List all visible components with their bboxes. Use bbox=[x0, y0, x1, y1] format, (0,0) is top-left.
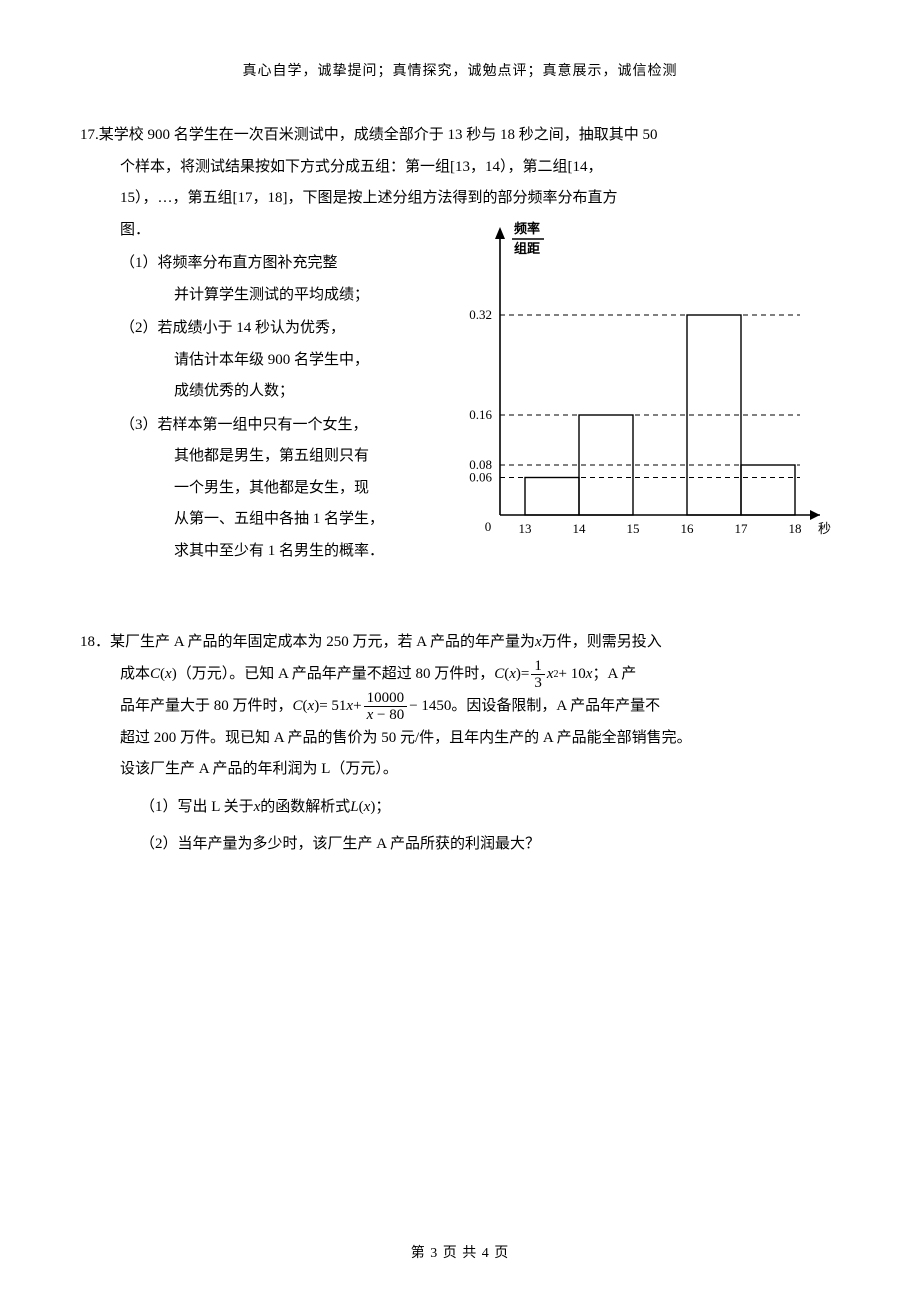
q17-sub3: （3）若样本第一组中只有一个女生， bbox=[120, 410, 430, 442]
svg-text:频率: 频率 bbox=[514, 221, 540, 236]
eq: = bbox=[521, 659, 529, 691]
q17-line: 个样本，将测试结果按如下方式分成五组：第一组[13，14），第二组[14， bbox=[80, 152, 840, 184]
page-footer: 第 3 页 共 4 页 bbox=[0, 1242, 920, 1262]
func-C: C bbox=[494, 659, 504, 691]
histogram-svg: 0.060.080.160.320131415161718秒频率组距 bbox=[440, 215, 840, 555]
var-x: x bbox=[547, 659, 554, 691]
frac-num: 10000 bbox=[364, 691, 408, 706]
q18-sub1-b: 的函数解析式 bbox=[260, 792, 350, 824]
histogram-chart: 0.060.080.160.320131415161718秒频率组距 bbox=[440, 215, 840, 555]
q17-number: 17. bbox=[80, 127, 99, 143]
func-C: C bbox=[293, 691, 303, 723]
svg-text:0.32: 0.32 bbox=[469, 307, 492, 322]
func-L: L bbox=[350, 792, 358, 824]
q18-text: ；A 产 bbox=[592, 659, 636, 691]
q17-sub3-b: 其他都是男生，第五组则只有 bbox=[120, 441, 430, 473]
var-x: x bbox=[535, 627, 542, 659]
svg-text:16: 16 bbox=[681, 521, 695, 536]
q17-sub2: （2）若成绩小于 14 秒认为优秀， bbox=[120, 313, 430, 345]
q18-number: 18． bbox=[80, 627, 110, 659]
svg-text:0.08: 0.08 bbox=[469, 457, 492, 472]
var-x: x bbox=[346, 691, 353, 723]
page-header: 真心自学，诚挚提问；真情探究，诚勉点评；真意展示，诚信检测 bbox=[80, 60, 840, 80]
eq: = 51 bbox=[319, 691, 346, 723]
semicolon: ； bbox=[375, 792, 390, 824]
q17-line: 17.某学校 900 名学生在一次百米测试中，成绩全部介于 13 秒与 18 秒… bbox=[80, 120, 840, 152]
q17-line: 图． bbox=[120, 215, 430, 247]
question-17: 17.某学校 900 名学生在一次百米测试中，成绩全部介于 13 秒与 18 秒… bbox=[80, 120, 840, 567]
frac-num: 1 bbox=[531, 659, 545, 674]
q18-line: 超过 200 万件。现已知 A 产品的售价为 50 元/件，且年内生产的 A 产… bbox=[80, 723, 840, 755]
question-18: 18． 某厂生产 A 产品的年固定成本为 250 万元，若 A 产品的年产量为 … bbox=[80, 627, 840, 861]
var-x: x bbox=[308, 691, 315, 723]
svg-text:13: 13 bbox=[519, 521, 532, 536]
svg-text:0.16: 0.16 bbox=[469, 407, 492, 422]
q17-sub3-e: 求其中至少有 1 名男生的概率． bbox=[120, 536, 430, 568]
q17-sub1-b: 并计算学生测试的平均成绩； bbox=[120, 280, 430, 312]
den-tail: − 80 bbox=[373, 707, 404, 723]
q18-text: 成本 bbox=[120, 659, 150, 691]
svg-text:17: 17 bbox=[735, 521, 749, 536]
term: − 1450 bbox=[409, 691, 451, 723]
var-x: x bbox=[165, 659, 172, 691]
q18-sub2: （2）当年产量为多少时，该厂生产 A 产品所获的利润最大？ bbox=[80, 829, 840, 861]
q18-text: 某厂生产 A 产品的年固定成本为 250 万元，若 A 产品的年产量为 bbox=[110, 627, 535, 659]
q17-intro-1: 某学校 900 名学生在一次百米测试中，成绩全部介于 13 秒与 18 秒之间，… bbox=[99, 127, 658, 143]
q17-line: 15），…，第五组[17，18]，下图是按上述分组方法得到的部分频率分布直方 bbox=[80, 183, 840, 215]
var-x: x bbox=[509, 659, 516, 691]
q17-sub3-d: 从第一、五组中各抽 1 名学生， bbox=[120, 504, 430, 536]
var-x: x bbox=[364, 792, 371, 824]
svg-text:0: 0 bbox=[485, 519, 492, 534]
q18-text: 万件，则需另投入 bbox=[542, 627, 662, 659]
svg-text:14: 14 bbox=[573, 521, 587, 536]
q17-sub2-c: 成绩优秀的人数； bbox=[120, 376, 430, 408]
q17-sub1: （1）将频率分布直方图补充完整 bbox=[120, 248, 430, 280]
svg-text:组距: 组距 bbox=[514, 241, 540, 256]
q18-text: （万元）。已知 A 产品年产量不超过 80 万件时， bbox=[177, 659, 495, 691]
fraction-10000: 10000 x − 80 bbox=[364, 691, 408, 723]
svg-text:秒: 秒 bbox=[818, 521, 831, 536]
fraction-1-3: 13 bbox=[531, 659, 545, 691]
q17-sub2-b: 请估计本年级 900 名学生中， bbox=[120, 345, 430, 377]
term: + 10 bbox=[559, 659, 586, 691]
q18-sub1: （1）写出 L 关于 bbox=[140, 792, 254, 824]
svg-text:15: 15 bbox=[627, 521, 640, 536]
frac-den: x − 80 bbox=[364, 706, 408, 723]
plus: + bbox=[353, 691, 361, 723]
var-x: x bbox=[586, 659, 593, 691]
q18-line: 设该厂生产 A 产品的年利润为 L（万元）。 bbox=[80, 754, 840, 786]
func-C: C bbox=[150, 659, 160, 691]
q17-sub3-c: 一个男生，其他都是女生，现 bbox=[120, 473, 430, 505]
q18-text: 品年产量大于 80 万件时， bbox=[120, 691, 293, 723]
var-x: x bbox=[254, 792, 261, 824]
q18-text: 。因设备限制，A 产品年产量不 bbox=[451, 691, 660, 723]
frac-den: 3 bbox=[531, 674, 545, 691]
svg-text:18: 18 bbox=[789, 521, 802, 536]
